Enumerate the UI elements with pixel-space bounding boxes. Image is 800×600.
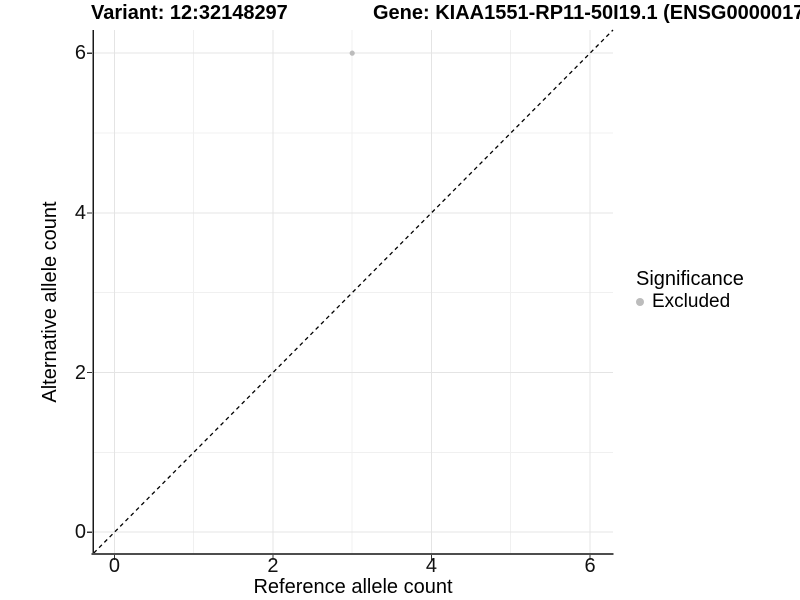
- y-tick-label: 4: [74, 201, 86, 224]
- legend-item-excluded: Excluded: [636, 292, 744, 312]
- y-tick-label: 2: [74, 361, 86, 384]
- x-tick-label: 4: [425, 555, 438, 577]
- legend: Significance Excluded: [636, 269, 744, 312]
- plot-title-gene: Gene: KIAA1551-RP11-50I19.1 (ENSG0000017: [373, 2, 800, 24]
- x-axis-title: Reference allele count: [253, 576, 453, 598]
- x-tick-label: 2: [267, 555, 279, 577]
- y-tick-label: 6: [74, 42, 86, 65]
- y-tick-label: 0: [74, 521, 86, 544]
- x-tick-label: 0: [108, 555, 120, 577]
- x-tick-label: 6: [584, 555, 596, 577]
- data-point: [349, 50, 355, 56]
- legend-item-label: Excluded: [652, 291, 731, 312]
- legend-key-dot-icon: [636, 298, 644, 306]
- legend-title: Significance: [636, 268, 744, 290]
- plot-title-variant: Variant: 12:32148297: [91, 2, 288, 24]
- identity-reference-line: [93, 29, 614, 554]
- y-axis-title: Alternative allele count: [39, 201, 61, 403]
